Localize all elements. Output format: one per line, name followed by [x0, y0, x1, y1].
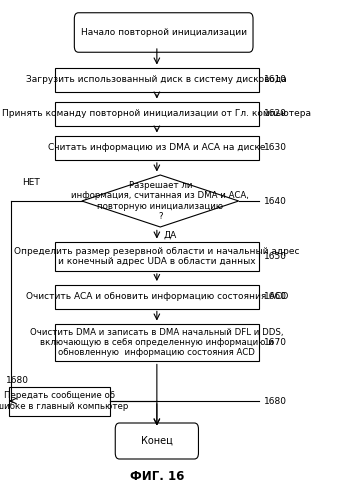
Text: 1670: 1670 — [264, 338, 287, 347]
Text: Очистить ACA и обновить информацию состояния ACD: Очистить ACA и обновить информацию состо… — [26, 292, 288, 301]
Text: 1620: 1620 — [264, 110, 287, 118]
Text: Передать сообщение об
ошибке в главный компьютер: Передать сообщение об ошибке в главный к… — [0, 392, 128, 410]
Text: 1630: 1630 — [264, 144, 287, 152]
Text: Разрешает ли
информация, считанная из DMA и ACA,
повторную инициализацию
?: Разрешает ли информация, считанная из DM… — [71, 181, 249, 221]
Text: НЕТ: НЕТ — [22, 178, 40, 187]
Text: Начало повторной инициализации: Начало повторной инициализации — [81, 28, 247, 37]
Text: 1640: 1640 — [264, 196, 287, 205]
Bar — [55, 284, 259, 308]
Text: 1650: 1650 — [264, 252, 287, 261]
Text: Определить размер резервной области и начальный адрес
и конечный адрес UDA в обл: Определить размер резервной области и на… — [14, 247, 300, 266]
Bar — [55, 136, 259, 160]
Text: Принять команду повторной инициализации от Гл. компьютера: Принять команду повторной инициализации … — [2, 110, 311, 118]
Bar — [55, 68, 259, 92]
Bar — [55, 242, 259, 271]
Text: 1680: 1680 — [6, 376, 29, 385]
Bar — [55, 324, 259, 361]
Bar — [55, 102, 259, 126]
Text: 1610: 1610 — [264, 76, 287, 84]
Text: Конец: Конец — [141, 436, 173, 446]
Text: Очистить DMA и записать в DMA начальный DFL и DDS,
включающую в себя определенну: Очистить DMA и записать в DMA начальный … — [30, 328, 284, 358]
Polygon shape — [82, 175, 239, 227]
Text: ФИГ. 16: ФИГ. 16 — [130, 470, 184, 482]
Text: ДА: ДА — [164, 230, 177, 239]
Text: 1660: 1660 — [264, 292, 287, 301]
FancyBboxPatch shape — [115, 423, 198, 459]
Text: 1680: 1680 — [264, 396, 287, 406]
Text: Загрузить использованный диск в систему дисковода: Загрузить использованный диск в систему … — [27, 76, 287, 84]
Bar — [10, 386, 110, 416]
Text: Считать информацию из DMA и ACA на диске: Считать информацию из DMA и ACA на диске — [48, 144, 266, 152]
FancyBboxPatch shape — [74, 12, 253, 52]
